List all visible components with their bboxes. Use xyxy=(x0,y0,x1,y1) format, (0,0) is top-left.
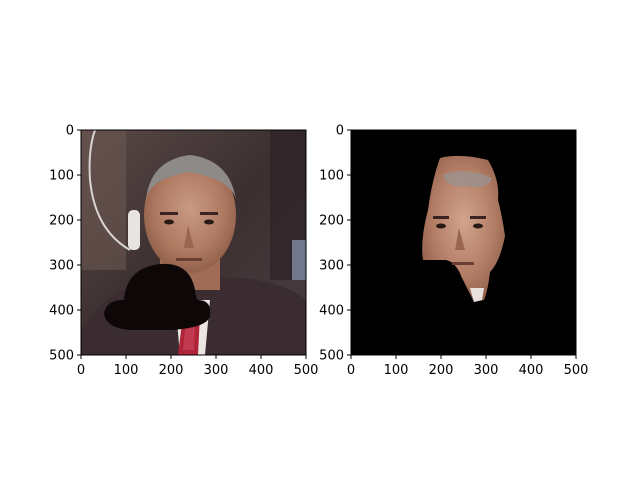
right-x-tick-label: 300 xyxy=(474,363,499,378)
right-x-tick-label: 100 xyxy=(384,363,409,378)
left-x-ticks: 0 100 200 300 400 500 xyxy=(77,355,319,378)
left-photo xyxy=(81,130,306,355)
left-y-tick-label: 0 xyxy=(66,124,74,139)
right-y-ticks: 0 100 200 300 400 500 xyxy=(319,124,351,364)
left-x-tick-label: 500 xyxy=(294,363,319,378)
left-x-tick-label: 200 xyxy=(159,363,184,378)
left-y-tick-label: 500 xyxy=(49,349,74,364)
left-panel: 0 100 200 300 400 500 0 100 200 300 400 500 xyxy=(49,124,318,379)
left-y-tick-label: 300 xyxy=(49,259,74,274)
left-x-tick-label: 100 xyxy=(114,363,139,378)
right-y-tick-label: 300 xyxy=(319,259,344,274)
left-y-tick-label: 100 xyxy=(49,169,74,184)
left-axes-frame xyxy=(80,129,307,356)
left-x-tick-label: 300 xyxy=(204,363,229,378)
right-x-tick-label: 400 xyxy=(519,363,544,378)
right-x-tick-label: 500 xyxy=(564,363,589,378)
right-mask-image xyxy=(351,130,576,355)
right-y-tick-label: 400 xyxy=(319,304,344,319)
right-axes-frame xyxy=(350,129,577,356)
left-x-tick-label: 400 xyxy=(249,363,274,378)
left-y-ticks: 0 100 200 300 400 500 xyxy=(49,124,81,364)
right-x-tick-label: 0 xyxy=(347,363,355,378)
right-y-tick-label: 0 xyxy=(336,124,344,139)
right-y-tick-label: 200 xyxy=(319,214,344,229)
left-x-tick-label: 0 xyxy=(77,363,85,378)
left-y-tick-label: 400 xyxy=(49,304,74,319)
right-y-tick-label: 100 xyxy=(319,169,344,184)
right-x-tick-label: 200 xyxy=(429,363,454,378)
right-x-ticks: 0 100 200 300 400 500 xyxy=(347,355,589,378)
right-y-tick-label: 500 xyxy=(319,349,344,364)
left-y-tick-label: 200 xyxy=(49,214,74,229)
right-panel: 0 100 200 300 400 500 0 100 200 300 400 500 xyxy=(319,124,588,379)
